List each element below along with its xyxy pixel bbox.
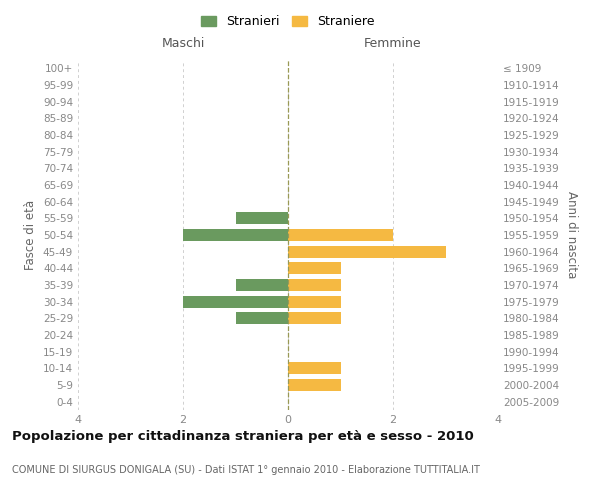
Y-axis label: Fasce di età: Fasce di età: [25, 200, 37, 270]
Bar: [183, 229, 288, 241]
Text: COMUNE DI SIURGUS DONIGALA (SU) - Dati ISTAT 1° gennaio 2010 - Elaborazione TUTT: COMUNE DI SIURGUS DONIGALA (SU) - Dati I…: [12, 465, 480, 475]
Bar: [288, 262, 341, 274]
Bar: [288, 379, 341, 391]
Bar: [288, 279, 341, 291]
Bar: [183, 296, 288, 308]
Bar: [288, 312, 341, 324]
Bar: [235, 279, 288, 291]
Text: Popolazione per cittadinanza straniera per età e sesso - 2010: Popolazione per cittadinanza straniera p…: [12, 430, 474, 443]
Bar: [235, 212, 288, 224]
Legend: Stranieri, Straniere: Stranieri, Straniere: [197, 11, 379, 32]
Bar: [288, 296, 341, 308]
Bar: [235, 312, 288, 324]
Y-axis label: Anni di nascita: Anni di nascita: [565, 192, 578, 278]
Bar: [288, 229, 393, 241]
Text: Maschi: Maschi: [161, 36, 205, 50]
Text: Femmine: Femmine: [364, 36, 422, 50]
Bar: [288, 246, 445, 258]
Bar: [288, 362, 341, 374]
